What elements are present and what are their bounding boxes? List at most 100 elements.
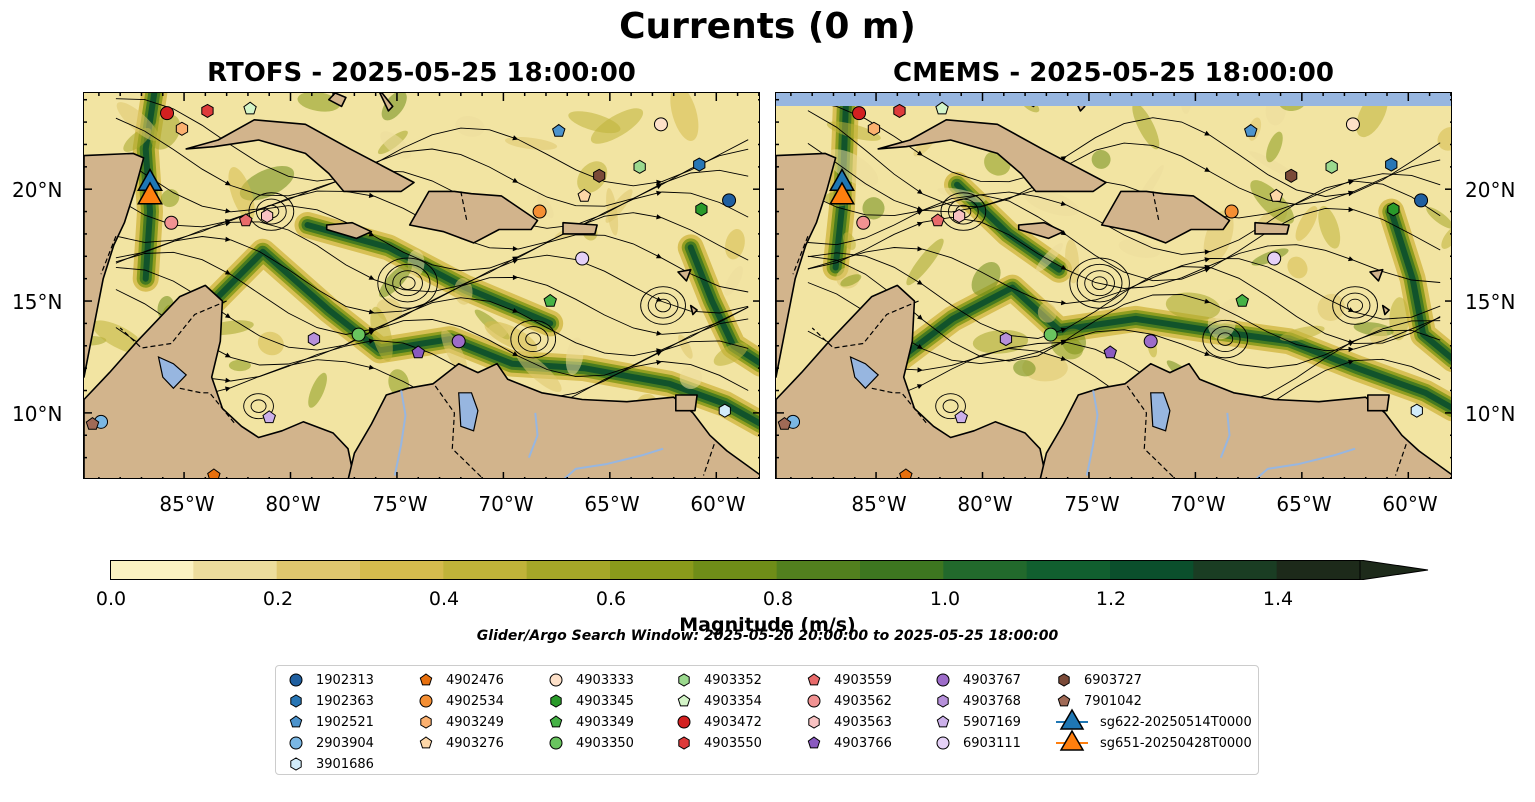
float-4903354-marker [243, 101, 257, 115]
float-1902313-marker [722, 193, 737, 208]
legend-symbol [549, 736, 563, 750]
float-6903111-marker [1267, 251, 1282, 266]
float-4903350-marker [351, 327, 366, 342]
float-4903249-marker [175, 121, 189, 136]
legend-marker [289, 673, 303, 687]
legend-marker [678, 736, 690, 750]
float-4903352-marker [1325, 159, 1338, 174]
legend-item: 1902313 [286, 670, 374, 690]
legend-marker [936, 715, 950, 728]
colorbar-tick: 1.2 [1095, 588, 1127, 610]
legend-label: 4903767 [963, 672, 1021, 688]
legend-item: 4903472 [674, 712, 762, 732]
legend-label: 4903350 [576, 735, 634, 751]
legend-item: 1902363 [286, 691, 374, 711]
glider-sg651-20250428T0000-marker [137, 181, 163, 205]
legend-item: 4903768 [933, 691, 1021, 711]
legend-item: 4903766 [804, 733, 892, 753]
legend-marker [808, 715, 820, 729]
legend-symbol [1057, 694, 1071, 707]
legend-item: 4903349 [546, 712, 634, 732]
legend-label: 2903904 [316, 735, 374, 751]
lat-label: 20°N [1465, 178, 1516, 202]
rtofs-map-canvas [84, 93, 759, 478]
float-4903472-marker [160, 106, 175, 121]
float-4903563-marker [953, 208, 966, 224]
colorbar-tick: 0.2 [262, 588, 294, 610]
legend-symbol [419, 673, 433, 686]
rtofs-map[interactable] [83, 92, 760, 479]
legend-label: 4903559 [834, 672, 892, 688]
float-7901042-marker [777, 416, 792, 430]
colorbar-bin [1110, 560, 1194, 580]
float-4903345-marker [695, 202, 708, 217]
legend-marker [419, 673, 433, 686]
rtofs-panel-title: RTOFS - 2025-05-25 18:00:00 [207, 58, 636, 88]
legend-symbol [936, 715, 950, 728]
legend-symbol [419, 694, 433, 708]
lat-label: 10°N [12, 402, 63, 426]
float-4903352-marker [633, 159, 646, 174]
lon-label: 80°W [265, 492, 321, 516]
float-1902521-marker [1244, 123, 1258, 137]
legend-item: 4903767 [933, 670, 1021, 690]
legend-marker [420, 715, 432, 729]
cmems-map[interactable] [775, 92, 1452, 479]
legend-label: 4902476 [446, 672, 504, 688]
float-6903727-marker [593, 168, 606, 183]
float-6903111-marker [575, 251, 590, 266]
legend-label: 4903276 [446, 735, 504, 751]
float-4903276-marker [1269, 188, 1284, 202]
float-4903472-marker [852, 106, 867, 121]
colorbar-extend-arrow [1359, 559, 1429, 581]
legend-symbol [936, 736, 950, 750]
legend-marker [807, 673, 821, 686]
legend-marker [550, 694, 562, 708]
legend: 1902313 1902363 1902521 2903904 3901686 49024… [275, 665, 1259, 775]
colorbar-bin [276, 560, 361, 580]
legend-symbol [678, 736, 690, 750]
lon-label: 75°W [1064, 492, 1120, 516]
float-4902476-marker [207, 468, 221, 478]
float-4903249-marker [867, 121, 881, 136]
lat-label: 20°N [12, 178, 63, 202]
legend-item: 4903352 [674, 670, 762, 690]
float-6903727-marker [1285, 168, 1298, 183]
legend-marker [807, 694, 821, 708]
legend-item: 4903345 [546, 691, 634, 711]
float-3901686-marker [718, 403, 731, 418]
legend-label: 6903727 [1084, 672, 1142, 688]
legend-symbol [289, 736, 303, 750]
float-1902363-marker [1385, 157, 1398, 172]
legend-label: 4902534 [446, 693, 504, 709]
legend-symbol [1058, 673, 1070, 687]
legend-marker [936, 673, 950, 687]
argo-floats [777, 101, 1429, 478]
legend-marker [677, 715, 691, 729]
legend-symbol [549, 715, 563, 728]
float-1902313-marker [1414, 193, 1429, 208]
float-4902476-marker [899, 468, 913, 478]
colorbar-bin [943, 560, 1028, 580]
legend-marker [937, 694, 949, 708]
colorbar-bin [776, 560, 861, 580]
legend-label: 6903111 [963, 735, 1021, 751]
figure-title: Currents (0 m) [619, 6, 916, 47]
legend-symbol [807, 694, 821, 708]
legend-marker [290, 757, 302, 771]
colorbar-label: Magnitude (m/s) [679, 614, 856, 636]
legend-symbol [808, 715, 820, 729]
legend-marker [1056, 729, 1088, 751]
float-4903766-marker [1103, 345, 1117, 359]
legend-symbol [807, 736, 821, 749]
frame-ticks [776, 93, 1451, 478]
legend-symbol [290, 694, 302, 708]
legend-label: 4903766 [834, 735, 892, 751]
colorbar-bin [860, 560, 944, 580]
colorbar-tick: 1.4 [1262, 588, 1294, 610]
legend-marker [1057, 694, 1071, 707]
legend-label: sg651-20250428T0000 [1100, 735, 1252, 751]
float-4903766-marker [411, 345, 425, 359]
legend-item: 4903276 [416, 733, 504, 753]
lon-label: 70°W [478, 492, 534, 516]
